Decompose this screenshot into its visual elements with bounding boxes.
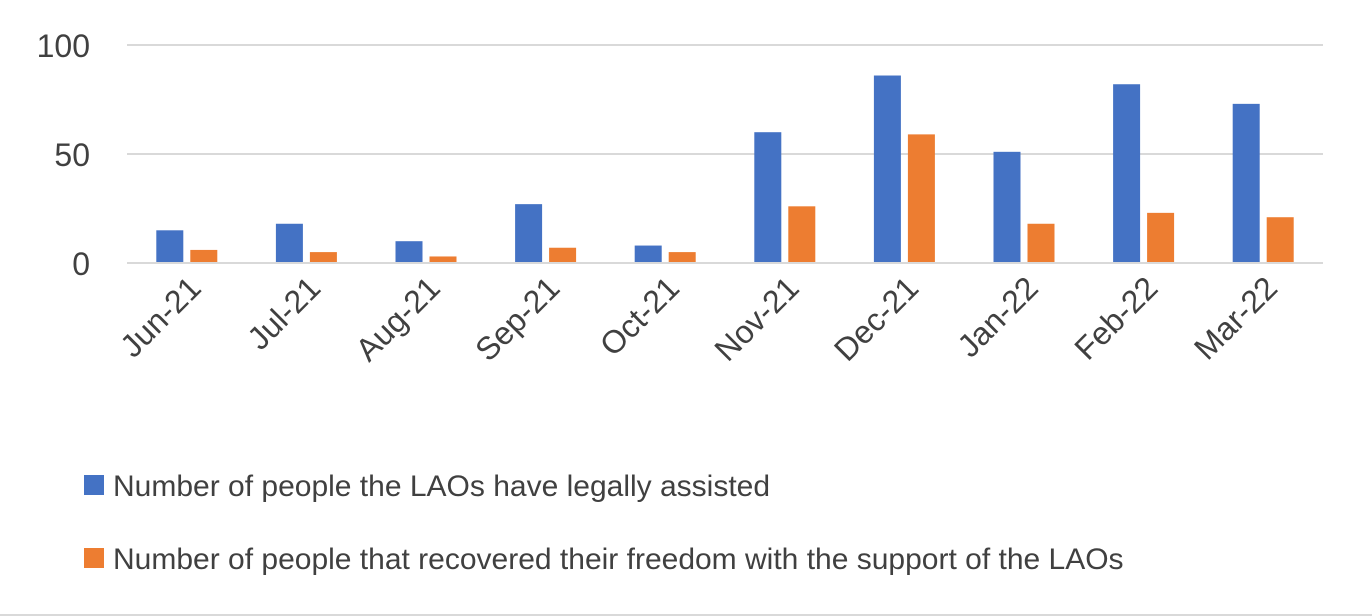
bar-series-2-mar-22 xyxy=(1266,217,1294,263)
x-tick-label: Nov-21 xyxy=(707,269,805,367)
bottom-border xyxy=(0,614,1372,616)
legend-swatch-2 xyxy=(84,548,104,568)
bar-series-2-jul-21 xyxy=(309,252,337,263)
bar-series-1-jun-21 xyxy=(156,230,184,263)
x-tick-label: Feb-22 xyxy=(1067,269,1164,366)
y-tick-label: 0 xyxy=(72,246,90,282)
bar-series-1-jul-21 xyxy=(275,223,303,263)
bar-series-2-jan-22 xyxy=(1027,223,1055,263)
legend-label-1: Number of people the LAOs have legally a… xyxy=(113,470,770,503)
gridlines xyxy=(127,44,1323,155)
bar-series-1-nov-21 xyxy=(754,132,782,263)
bar-series-1-oct-21 xyxy=(634,245,662,263)
bar-series-1-feb-22 xyxy=(1113,84,1141,264)
legend-swatch-1 xyxy=(84,475,104,495)
x-tick-label: Aug-21 xyxy=(349,269,447,367)
bar-series-2-jun-21 xyxy=(190,249,218,263)
bar-series-2-feb-22 xyxy=(1147,212,1175,263)
bar-series-1-aug-21 xyxy=(395,241,423,263)
bar-series-1-jan-22 xyxy=(993,151,1021,263)
x-tick-label: Sep-21 xyxy=(468,269,566,367)
legend-label-2: Number of people that recovered their fr… xyxy=(113,543,1124,576)
y-tick-label: 100 xyxy=(37,28,90,64)
legend: Number of people the LAOs have legally a… xyxy=(84,470,1124,576)
bars xyxy=(156,75,1294,264)
bar-series-2-oct-21 xyxy=(668,252,696,263)
bar-series-1-dec-21 xyxy=(873,75,901,264)
x-tick-label: Dec-21 xyxy=(827,269,925,367)
bar-series-2-aug-21 xyxy=(429,256,457,263)
bar-series-2-dec-21 xyxy=(907,134,935,263)
x-tick-label: Oct-21 xyxy=(593,269,686,362)
bar-series-1-mar-22 xyxy=(1232,103,1260,263)
bar-series-2-nov-21 xyxy=(788,206,816,263)
x-tick-label: Jan-22 xyxy=(950,269,1045,364)
y-axis-ticks: 0 50 100 xyxy=(37,28,90,282)
bar-series-2-sep-21 xyxy=(549,247,577,263)
x-tick-label: Jun-21 xyxy=(113,269,208,364)
x-tick-label: Jul-21 xyxy=(240,269,327,356)
bar-series-1-sep-21 xyxy=(515,204,543,263)
y-tick-label: 50 xyxy=(54,137,90,173)
x-axis-labels: Jun-21 Jul-21 Aug-21 Sep-21 Oct-21 Nov-21 Dec-… xyxy=(113,269,1284,367)
x-tick-label: Mar-22 xyxy=(1187,269,1284,366)
